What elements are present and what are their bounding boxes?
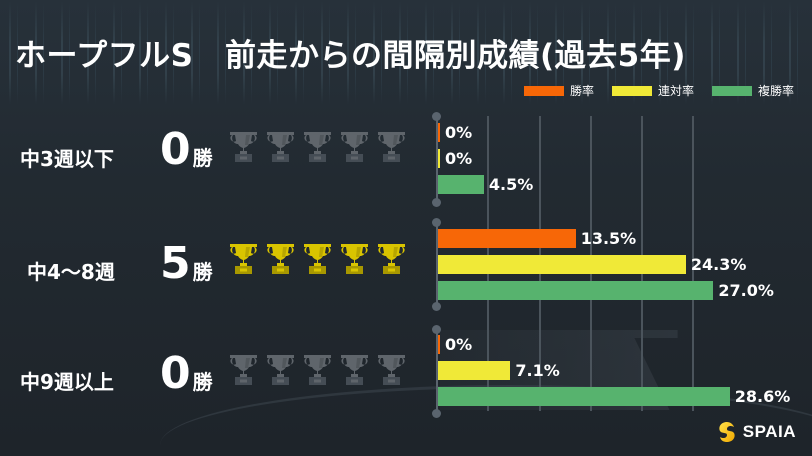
- axis-dot: [432, 112, 441, 121]
- trophy-icon: [304, 244, 331, 274]
- wins-unit: 勝: [192, 146, 213, 170]
- bar-value-label: 13.5%: [580, 229, 637, 248]
- axis-dot: [432, 325, 441, 334]
- chart-title: ホープフルS 前走からの間隔別成績(過去5年): [15, 38, 686, 74]
- trophy-icon: [378, 244, 405, 274]
- trophy-icon: [267, 132, 294, 162]
- row-label-over-9-weeks: 中9週以上: [20, 370, 114, 394]
- axis-dot: [432, 218, 441, 227]
- row-label-under-3-weeks: 中3週以下: [20, 147, 114, 171]
- trophy-icon: [378, 355, 405, 385]
- bar-top2-rate: [438, 149, 440, 168]
- wins-number: 0: [160, 124, 191, 175]
- bar-top3-rate: [438, 175, 484, 194]
- bar-value-label: 0%: [445, 149, 473, 168]
- bar-top2-rate: [438, 255, 686, 274]
- wins-unit: 勝: [192, 370, 213, 394]
- trophy-icon: [378, 132, 405, 162]
- wins-unit: 勝: [192, 260, 213, 284]
- trophy-icon: [230, 132, 257, 162]
- legend-swatch-win: [523, 85, 564, 96]
- trophies-row-2: [226, 241, 409, 274]
- legend: 勝率 連対率 複勝率: [514, 82, 794, 99]
- trophy-icon: [267, 244, 294, 274]
- bar-win-rate: [438, 123, 440, 142]
- trophies-row-3: [226, 352, 409, 385]
- axis-dot: [432, 409, 441, 418]
- bar-top2-rate: [438, 361, 511, 380]
- legend-item-top3-rate: 複勝率: [711, 82, 794, 99]
- wins-count-row-3: 0 勝: [160, 352, 213, 396]
- trophy-icon: [341, 244, 368, 274]
- trophy-icon: [341, 132, 368, 162]
- wins-count-row-1: 0 勝: [160, 128, 213, 172]
- gridline-25: [692, 116, 694, 411]
- row-label-4-to-8-weeks: 中4〜8週: [27, 260, 115, 284]
- axis-dot: [432, 198, 441, 207]
- trophy-icon: [304, 355, 331, 385]
- axis-row-1: [436, 117, 438, 203]
- bar-win-rate: [438, 335, 440, 354]
- trophy-icon: [267, 355, 294, 385]
- legend-swatch-top3: [711, 85, 752, 96]
- bar-value-label: 27.0%: [718, 281, 774, 300]
- spaia-logo-icon: [719, 422, 735, 442]
- bar-value-label: 0%: [445, 123, 473, 142]
- bar-top3-rate: [438, 281, 714, 300]
- axis-row-2: [436, 223, 438, 307]
- trophy-icon: [304, 132, 331, 162]
- trophies-row-1: [226, 129, 409, 162]
- legend-item-top2-rate: 連対率: [611, 82, 694, 99]
- bar-value-label: 4.5%: [488, 175, 534, 194]
- bar-win-rate: [438, 229, 576, 248]
- bar-value-label: 0%: [445, 335, 473, 354]
- bar-value-label: 24.3%: [690, 255, 747, 274]
- track-curve-decoration: [160, 385, 812, 456]
- wins-count-row-2: 5 勝: [160, 242, 213, 286]
- legend-item-win-rate: 勝率: [523, 82, 594, 99]
- legend-label: 複勝率: [757, 84, 794, 98]
- axis-dot: [432, 302, 441, 311]
- trophy-icon: [230, 355, 257, 385]
- legend-label: 勝率: [569, 84, 594, 98]
- wins-number: 0: [160, 348, 191, 399]
- trophy-icon: [230, 244, 257, 274]
- legend-swatch-top2: [611, 85, 652, 96]
- bar-value-label: 28.6%: [734, 387, 791, 406]
- trophy-icon: [341, 355, 368, 385]
- bar-value-label: 7.1%: [515, 361, 560, 380]
- background-decoration: [0, 0, 812, 105]
- legend-label: 連対率: [657, 84, 694, 98]
- bar-top3-rate: [438, 387, 730, 406]
- axis-row-3: [436, 330, 438, 414]
- spaia-logo-text: SPAIA: [742, 422, 796, 441]
- spaia-logo: SPAIA: [715, 420, 796, 444]
- wins-number: 5: [160, 238, 191, 289]
